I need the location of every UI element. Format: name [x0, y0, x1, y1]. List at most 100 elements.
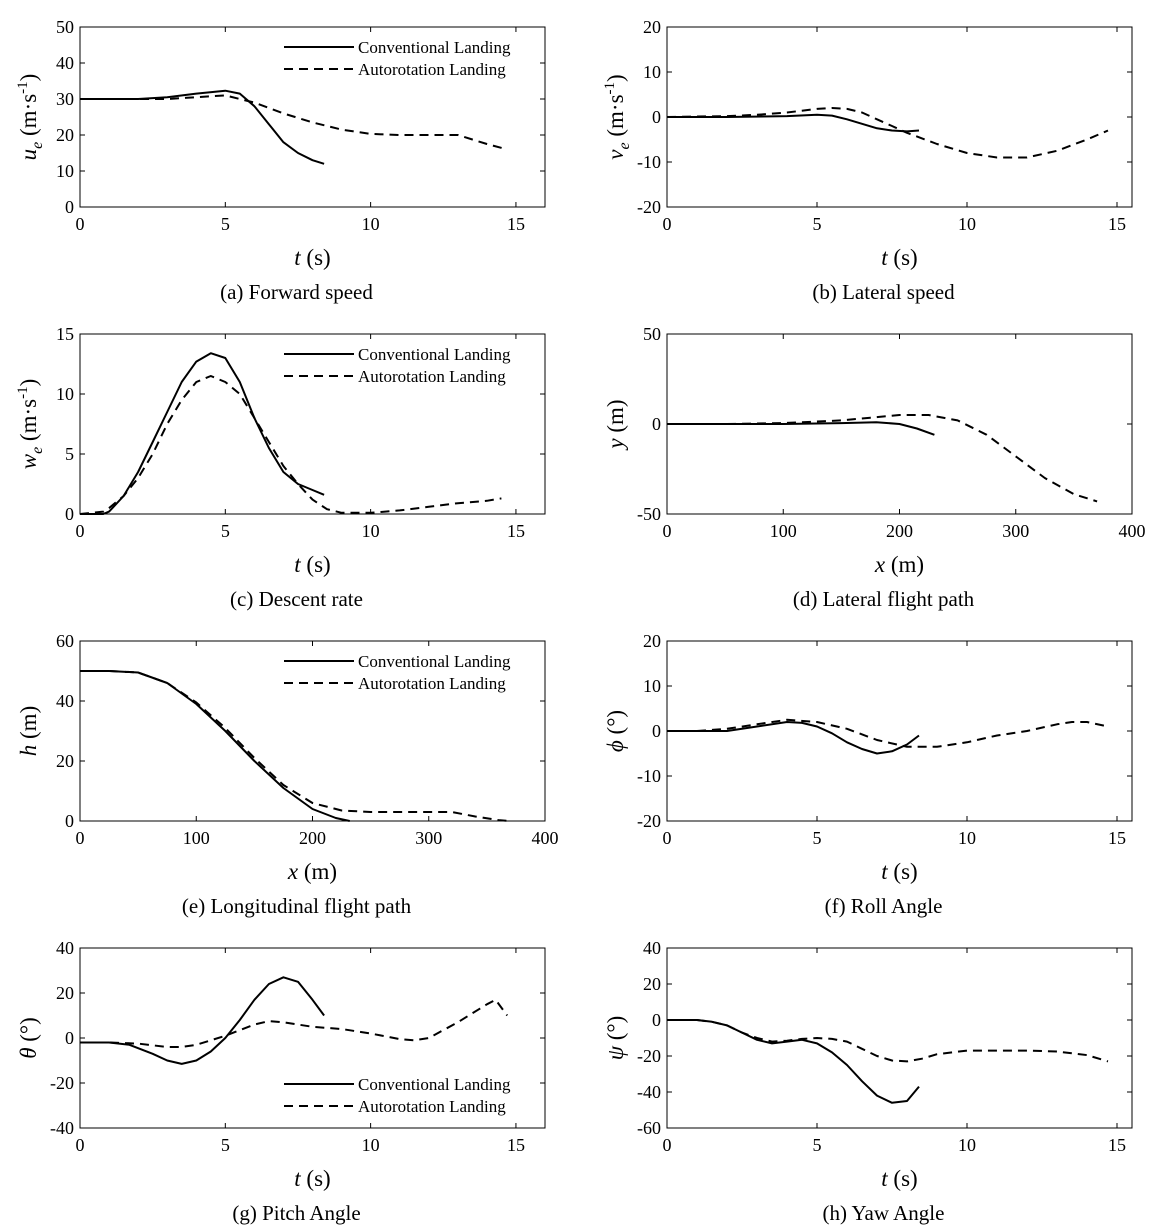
chart-svg-b: 0 5 10 15 -20 -10 0 10 20 t (s) ve (m·s-1) (b) Late…: [602, 17, 1133, 304]
y-tick-label: 0: [652, 1010, 661, 1030]
y-tick-label: -40: [637, 1082, 661, 1102]
x-tick-label: 100: [183, 828, 210, 848]
x-tick-label: 0: [663, 214, 672, 234]
x-tick-label: 15: [1108, 214, 1126, 234]
y-tick-label: 40: [56, 53, 74, 73]
x-tick-label: 300: [1002, 521, 1029, 541]
y-tick-label: 0: [652, 107, 661, 127]
y-tick-label: -20: [637, 1046, 661, 1066]
x-tick-label: 5: [221, 1135, 230, 1155]
series-line-conventional: [80, 976, 325, 1065]
y-tick-label: 0: [65, 811, 74, 831]
x-axis-label: t (s): [881, 859, 917, 884]
x-axis-label: x (m): [874, 552, 924, 577]
x-axis-label: t (s): [881, 1166, 917, 1191]
chart-panel-b: 0 5 10 15 -20 -10 0 10 20 t (s) ve (m·s-1) (b) Late…: [587, 0, 1174, 307]
x-axis-label: t (s): [294, 1166, 330, 1191]
y-tick-label: -60: [637, 1118, 661, 1138]
x-tick-label: 5: [813, 214, 822, 234]
x-tick-label: 5: [221, 521, 230, 541]
chart-panel-c: 0 5 10 15 0 5 10 15 t (s) we (m·s-1) (c) Descent r…: [0, 307, 587, 614]
chart-svg-h: 0 5 10 15 -60 -40 -20 0 20 40 t (s) ψ (°) (h) Yaw An…: [603, 938, 1133, 1225]
axes-frame: [79, 333, 546, 515]
panel-caption: (d) Lateral flight path: [793, 587, 975, 611]
y-tick-label: -20: [50, 1073, 74, 1093]
legend-label-conventional: Conventional Landing: [358, 1075, 511, 1094]
x-tick-label: 10: [362, 521, 380, 541]
y-tick-label: 20: [56, 125, 74, 145]
x-tick-label: 5: [221, 214, 230, 234]
legend-label-conventional: Conventional Landing: [358, 652, 511, 671]
chart-svg-e: 0 100 200 300 400 0 20 40 60 x (m) h (m) (e) Longit…: [16, 631, 559, 918]
x-tick-label: 15: [507, 1135, 525, 1155]
y-tick-label: 5: [65, 444, 74, 464]
x-tick-label: 15: [507, 214, 525, 234]
x-tick-label: 10: [362, 1135, 380, 1155]
chart-panel-h: 0 5 10 15 -60 -40 -20 0 20 40 t (s) ψ (°) (h) Yaw An…: [587, 921, 1174, 1228]
series-line-conventional: [80, 89, 325, 165]
y-tick-label: 10: [56, 384, 74, 404]
y-tick-label: 20: [56, 751, 74, 771]
y-tick-label: -20: [637, 197, 661, 217]
x-tick-label: 200: [299, 828, 326, 848]
x-tick-label: 15: [507, 521, 525, 541]
y-axis-label: h (m): [16, 706, 41, 756]
chart-panel-e: 0 100 200 300 400 0 20 40 60 x (m) h (m) (e) Longit…: [0, 614, 587, 921]
x-tick-label: 5: [813, 1135, 822, 1155]
y-tick-label: 10: [56, 161, 74, 181]
y-axis-label: ϕ (°): [603, 710, 628, 752]
legend-label-autorotation: Autorotation Landing: [358, 674, 506, 693]
y-tick-label: 10: [643, 676, 661, 696]
chart-panel-d: 0 100 200 300 400 -50 0 50 x (m) y (m) (d) Lateral…: [587, 307, 1174, 614]
panel-caption: (f) Roll Angle: [825, 894, 943, 918]
y-tick-label: 40: [56, 938, 74, 958]
y-tick-label: 50: [643, 324, 661, 344]
series-line-autorotation: [667, 718, 1109, 748]
series-line-autorotation: [79, 375, 502, 515]
y-tick-label: -10: [637, 152, 661, 172]
x-tick-label: 15: [1108, 1135, 1126, 1155]
panel-caption: (h) Yaw Angle: [823, 1201, 945, 1225]
x-tick-label: 200: [886, 521, 913, 541]
x-tick-label: 100: [770, 521, 797, 541]
series-line-conventional: [80, 670, 350, 822]
x-tick-label: 10: [958, 214, 976, 234]
chart-panel-a: 0 5 10 15 0 10 20 30 40 50 t (s) ue (m·s-1) (a) Forw…: [0, 0, 587, 307]
series-line-conventional: [667, 721, 920, 755]
y-tick-label: 30: [56, 89, 74, 109]
series-line-autorotation: [80, 670, 511, 822]
panel-caption: (g) Pitch Angle: [232, 1201, 360, 1225]
x-axis-label: t (s): [294, 245, 330, 270]
y-tick-label: 20: [643, 974, 661, 994]
series-line-autorotation: [666, 107, 1109, 159]
y-axis-label: ve (m·s-1): [602, 74, 633, 159]
x-tick-label: 0: [663, 1135, 672, 1155]
series-line-autorotation: [667, 414, 1098, 503]
panel-caption: (c) Descent rate: [230, 587, 363, 611]
panel-caption: (a) Forward speed: [220, 280, 373, 304]
chart-svg-c: 0 5 10 15 0 5 10 15 t (s) we (m·s-1) (c) Descent r…: [15, 324, 546, 611]
y-tick-label: -50: [637, 504, 661, 524]
x-tick-label: 10: [958, 828, 976, 848]
y-axis-label: ψ (°): [603, 1016, 628, 1061]
axes-frame: [79, 26, 546, 208]
chart-panel-f: 0 5 10 15 -20 -10 0 10 20 t (s) ϕ (°) (f) Roll Angl…: [587, 614, 1174, 921]
x-tick-label: 0: [76, 521, 85, 541]
y-tick-label: -20: [637, 811, 661, 831]
y-tick-label: 0: [65, 197, 74, 217]
chart-svg-g: 0 5 10 15 -40 -20 0 20 40 t (s) θ (°) (g) Pitch Ang…: [16, 938, 546, 1225]
series-line-conventional: [80, 352, 325, 515]
x-axis-label: t (s): [294, 552, 330, 577]
y-tick-label: 10: [643, 62, 661, 82]
legend-label-conventional: Conventional Landing: [358, 38, 511, 57]
y-axis-label: ue (m·s-1): [15, 74, 46, 161]
x-tick-label: 10: [958, 1135, 976, 1155]
panel-caption: (e) Longitudinal flight path: [182, 894, 412, 918]
series-line-conventional: [667, 1019, 920, 1104]
x-tick-label: 0: [663, 828, 672, 848]
y-tick-label: -40: [50, 1118, 74, 1138]
y-tick-label: 20: [643, 17, 661, 37]
chart-svg-f: 0 5 10 15 -20 -10 0 10 20 t (s) ϕ (°) (f) Roll Angl…: [603, 631, 1133, 918]
